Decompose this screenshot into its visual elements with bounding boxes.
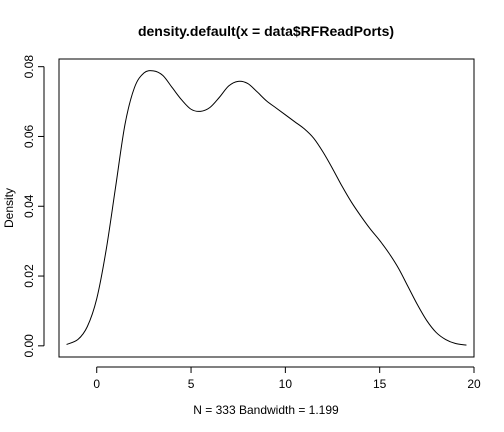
- x-tick-label: 10: [279, 377, 293, 391]
- x-tick-label: 20: [467, 377, 481, 391]
- y-tick-label: 0.08: [22, 55, 36, 79]
- plot-area-box: [58, 58, 475, 358]
- x-axis-label: N = 333 Bandwidth = 1.199: [193, 403, 339, 417]
- y-tick-label: 0.04: [22, 194, 36, 218]
- x-axis: 0 5 10 15 20: [93, 366, 481, 391]
- chart-title: density.default(x = data$RFReadPorts): [138, 23, 394, 39]
- density-curve: [66, 70, 467, 346]
- y-tick-label: 0.02: [22, 264, 36, 288]
- x-tick-label: 0: [93, 377, 100, 391]
- y-axis-label: Density: [2, 188, 16, 228]
- x-tick-label: 5: [188, 377, 195, 391]
- y-tick-label: 0.06: [22, 124, 36, 148]
- y-tick-label: 0.00: [22, 334, 36, 358]
- y-axis: 0.00 0.02 0.04 0.06 0.08: [22, 55, 45, 358]
- x-tick-label: 15: [373, 377, 387, 391]
